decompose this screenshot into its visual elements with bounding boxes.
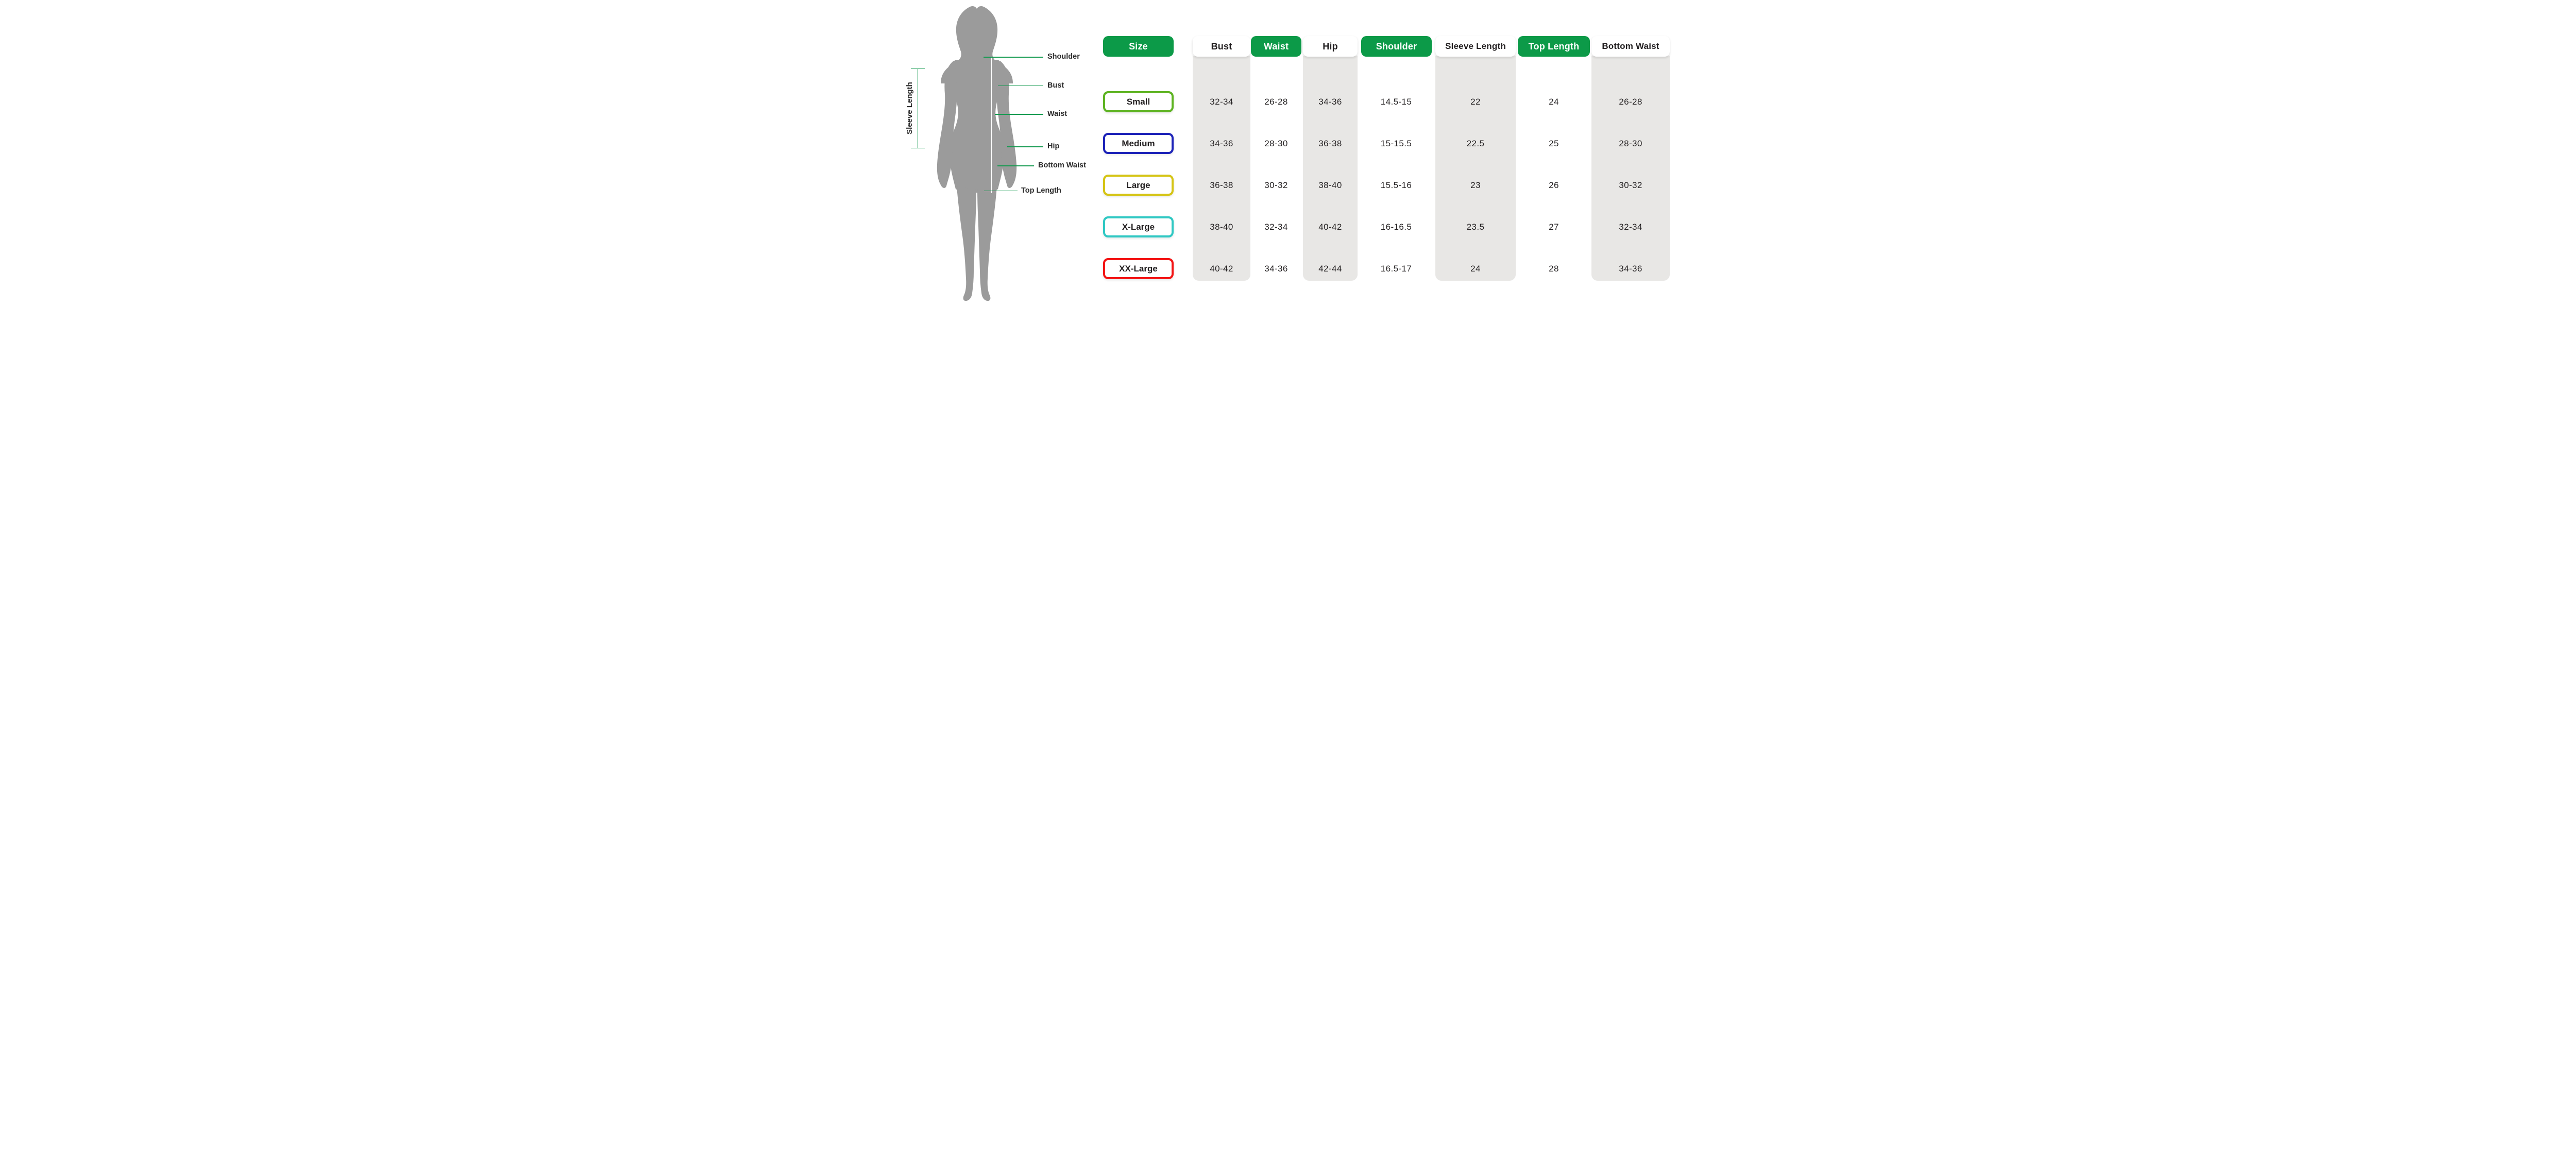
cell-large-sleeve: 23	[1470, 180, 1481, 190]
header-size: Size	[1103, 36, 1174, 57]
header-hip: Hip	[1303, 36, 1358, 57]
cell-large-bust: 36-38	[1210, 180, 1233, 190]
cell-xlarge-waist: 32-34	[1264, 222, 1288, 232]
cell-large-hip: 38-40	[1318, 180, 1342, 190]
sleeve-bracket-line	[917, 69, 919, 148]
cell-xxlarge-hip: 42-44	[1318, 264, 1342, 274]
column-shade-bust	[1193, 56, 1250, 281]
cell-small-waist: 26-28	[1264, 97, 1288, 107]
header-waist: Waist	[1251, 36, 1301, 57]
cell-small-shoulder: 14.5-15	[1380, 97, 1412, 107]
annotation-bust: Bust	[1047, 81, 1064, 90]
sleeve-length-rotated-label: Sleeve Length	[905, 82, 914, 134]
cell-medium-shoulder: 15-15.5	[1380, 139, 1412, 148]
cell-xxlarge-bust: 40-42	[1210, 264, 1233, 274]
size-chart-infographic: Sleeve Length Shoulder Bust Waist Hip Bo…	[884, 0, 1692, 306]
cell-xxlarge-top-length: 28	[1549, 264, 1559, 274]
annotation-shoulder: Shoulder	[1047, 53, 1080, 61]
cell-xlarge-bust: 38-40	[1210, 222, 1233, 232]
cell-xlarge-bottom-waist: 32-34	[1619, 222, 1642, 232]
cell-small-hip: 34-36	[1318, 97, 1342, 107]
bust-leader-line	[998, 85, 1043, 86]
waist-leader-line	[995, 114, 1043, 115]
cell-medium-bust: 34-36	[1210, 139, 1233, 148]
cell-xlarge-hip: 40-42	[1318, 222, 1342, 232]
cell-large-top-length: 26	[1549, 180, 1559, 190]
header-bottom-waist: Bottom Waist	[1591, 36, 1670, 57]
annotation-hip: Hip	[1047, 142, 1060, 150]
cell-small-bust: 32-34	[1210, 97, 1233, 107]
cell-xxlarge-shoulder: 16.5-17	[1380, 264, 1412, 274]
silhouette-left-arm	[937, 61, 957, 188]
column-shade-sleeve	[1435, 56, 1516, 281]
size-button-large[interactable]: Large	[1103, 175, 1174, 196]
hip-leader-line	[1007, 146, 1043, 147]
shoulder-leader-line	[984, 57, 1043, 58]
header-top-length: Top Length	[1518, 36, 1590, 57]
column-shade-hip	[1303, 56, 1358, 281]
column-shade-bottom-waist	[1591, 56, 1670, 281]
silhouette-right-leg	[977, 186, 997, 301]
silhouette-right-arm	[996, 61, 1017, 188]
annotation-bottom-waist: Bottom Waist	[1038, 161, 1086, 169]
annotation-waist: Waist	[1047, 110, 1067, 118]
cell-medium-hip: 36-38	[1318, 139, 1342, 148]
body-vertical-reference-line	[991, 57, 992, 193]
top-length-leader-line	[984, 190, 1018, 191]
cell-small-bottom-waist: 26-28	[1619, 97, 1642, 107]
cell-xxlarge-bottom-waist: 34-36	[1619, 264, 1642, 274]
cell-xxlarge-waist: 34-36	[1264, 264, 1288, 274]
size-button-x-large[interactable]: X-Large	[1103, 216, 1174, 237]
cell-small-sleeve: 22	[1470, 97, 1481, 107]
cell-medium-sleeve: 22.5	[1466, 139, 1485, 148]
cell-small-top-length: 24	[1549, 97, 1559, 107]
header-sleeve-length: Sleeve Length	[1435, 36, 1516, 57]
cell-medium-waist: 28-30	[1264, 139, 1288, 148]
size-button-xx-large[interactable]: XX-Large	[1103, 258, 1174, 279]
cell-xlarge-top-length: 27	[1549, 222, 1559, 232]
cell-xlarge-sleeve: 23.5	[1466, 222, 1485, 232]
annotation-top-length: Top Length	[1021, 186, 1061, 195]
cell-xlarge-shoulder: 16-16.5	[1380, 222, 1412, 232]
cell-medium-top-length: 25	[1549, 139, 1559, 148]
header-shoulder: Shoulder	[1361, 36, 1432, 57]
cell-large-shoulder: 15.5-16	[1380, 180, 1412, 190]
size-button-small[interactable]: Small	[1103, 91, 1174, 112]
cell-medium-bottom-waist: 28-30	[1619, 139, 1642, 148]
sleeve-bracket-bottom-cap	[911, 147, 925, 148]
cell-large-bottom-waist: 30-32	[1619, 180, 1642, 190]
cell-large-waist: 30-32	[1264, 180, 1288, 190]
header-bust: Bust	[1193, 36, 1250, 57]
female-body-silhouette	[937, 6, 1017, 301]
cell-xxlarge-sleeve: 24	[1470, 264, 1481, 274]
silhouette-left-leg	[957, 186, 976, 301]
bottom-waist-leader-line	[997, 165, 1034, 166]
silhouette-torso-dress	[949, 60, 1005, 193]
size-button-medium[interactable]: Medium	[1103, 133, 1174, 154]
